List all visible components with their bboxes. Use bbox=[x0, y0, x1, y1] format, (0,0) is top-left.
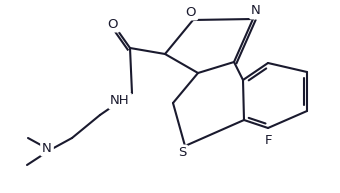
Text: O: O bbox=[108, 18, 118, 30]
Text: NH: NH bbox=[110, 95, 130, 108]
Text: S: S bbox=[178, 146, 186, 159]
Text: F: F bbox=[264, 135, 272, 147]
Text: N: N bbox=[251, 4, 261, 18]
Text: N: N bbox=[42, 141, 52, 155]
Text: O: O bbox=[186, 5, 196, 19]
